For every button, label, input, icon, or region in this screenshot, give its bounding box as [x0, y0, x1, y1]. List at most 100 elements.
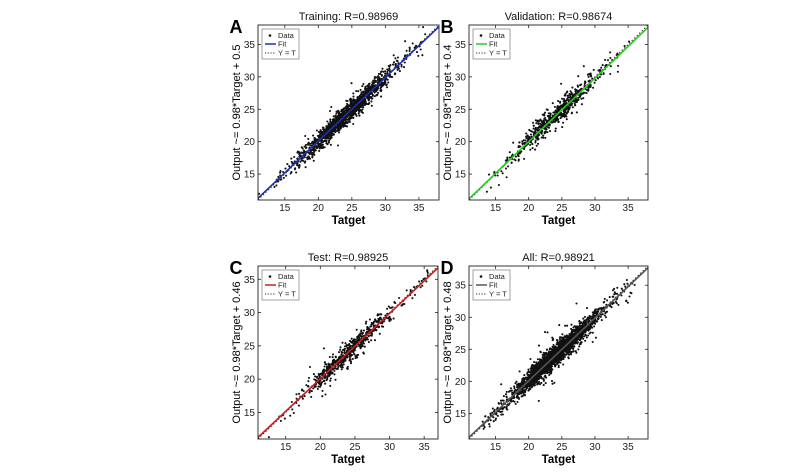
- data-point: [413, 293, 417, 296]
- data-point: [303, 145, 306, 148]
- data-point: [556, 105, 559, 108]
- data-point: [600, 319, 603, 322]
- data-point: [408, 49, 411, 53]
- data-point: [544, 111, 547, 114]
- data-point: [308, 365, 312, 369]
- data-point: [571, 334, 574, 337]
- data-point: [531, 368, 534, 371]
- panel-letter: B: [441, 17, 454, 37]
- data-point: [609, 72, 612, 76]
- data-point: [422, 26, 425, 29]
- data-point: [574, 104, 577, 107]
- data-point: [532, 124, 535, 127]
- data-point: [537, 365, 540, 368]
- data-point: [368, 82, 371, 85]
- x-tick-label: 35: [419, 442, 431, 453]
- data-point: [591, 331, 594, 334]
- data-point: [547, 355, 550, 358]
- plot-marks: [258, 25, 439, 200]
- data-point: [553, 105, 556, 108]
- data-point: [605, 310, 609, 313]
- data-point: [524, 376, 527, 379]
- data-point: [526, 134, 529, 137]
- data-point: [334, 365, 337, 368]
- data-point: [599, 69, 602, 72]
- data-point: [542, 379, 545, 382]
- data-point: [386, 307, 389, 310]
- data-point: [600, 66, 603, 69]
- data-point: [516, 400, 519, 404]
- data-point: [365, 89, 368, 92]
- data-point: [388, 75, 391, 78]
- data-point: [539, 351, 542, 354]
- data-point: [325, 125, 328, 128]
- data-point: [561, 103, 564, 106]
- data-point: [499, 399, 503, 402]
- data-point: [318, 382, 321, 386]
- data-point: [376, 77, 379, 80]
- data-point: [348, 117, 351, 120]
- data-point: [559, 112, 562, 115]
- data-point: [371, 332, 374, 336]
- data-point: [339, 348, 342, 351]
- data-point: [536, 120, 539, 123]
- data-point: [366, 90, 369, 93]
- data-point: [314, 137, 317, 140]
- data-point: [372, 85, 375, 88]
- data-point: [548, 373, 551, 377]
- data-point: [302, 159, 305, 162]
- data-point: [565, 112, 569, 115]
- data-point: [366, 326, 370, 329]
- data-point: [348, 105, 351, 108]
- data-point: [421, 284, 424, 287]
- data-point: [557, 120, 560, 123]
- data-point: [530, 365, 533, 369]
- data-point: [616, 52, 619, 55]
- data-point: [623, 45, 626, 48]
- data-point: [319, 144, 322, 147]
- data-point: [597, 308, 600, 312]
- data-point: [418, 280, 421, 283]
- data-point: [311, 148, 314, 151]
- data-point: [348, 107, 351, 110]
- data-point: [389, 64, 392, 67]
- data-point: [491, 407, 494, 410]
- data-point: [379, 70, 382, 74]
- data-point: [505, 395, 508, 399]
- plot-marks: [469, 266, 648, 439]
- data-point: [340, 108, 343, 111]
- data-point: [310, 390, 313, 393]
- data-point: [542, 354, 545, 357]
- data-point: [309, 389, 312, 392]
- data-point: [379, 72, 382, 76]
- data-point: [551, 351, 554, 354]
- data-point: [339, 361, 342, 364]
- data-point: [560, 82, 563, 85]
- data-point: [348, 347, 351, 350]
- data-point: [340, 368, 343, 371]
- data-point: [565, 115, 568, 118]
- data-point: [349, 98, 352, 101]
- data-point: [544, 136, 547, 139]
- data-point: [552, 111, 555, 114]
- data-point: [574, 88, 577, 91]
- data-point: [612, 301, 615, 305]
- y-tick-label: 35: [455, 40, 467, 51]
- data-point: [370, 86, 373, 89]
- data-point: [568, 92, 571, 96]
- data-point: [405, 289, 408, 292]
- data-point: [493, 408, 496, 411]
- data-point: [547, 126, 551, 129]
- data-point: [491, 411, 494, 414]
- data-point: [273, 185, 276, 188]
- data-point: [307, 137, 310, 140]
- data-point: [384, 72, 387, 75]
- data-point: [544, 359, 547, 362]
- data-point: [616, 70, 619, 73]
- data-point: [323, 369, 326, 372]
- data-point: [387, 305, 390, 308]
- data-point: [550, 121, 553, 124]
- data-point: [267, 436, 270, 439]
- data-point: [600, 73, 603, 76]
- data-point: [603, 297, 606, 300]
